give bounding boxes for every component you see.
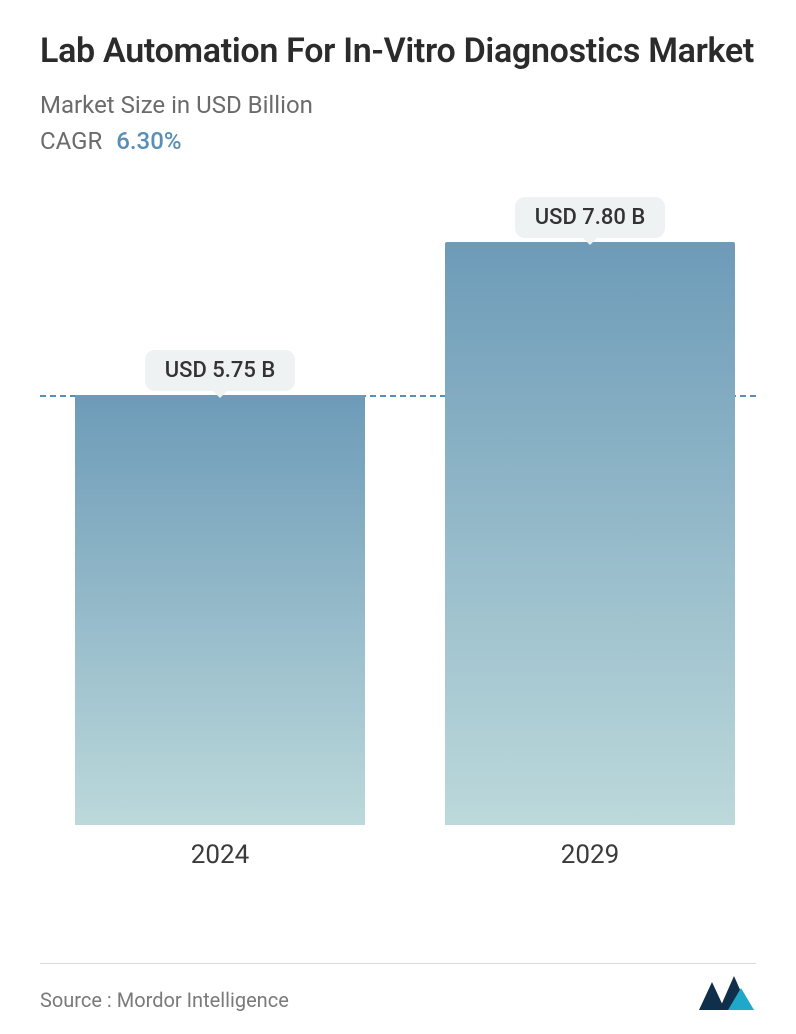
cagr-value: 6.30%: [116, 127, 181, 155]
chart-container: Lab Automation For In-Vitro Diagnostics …: [0, 0, 796, 1034]
footer: Source : Mordor Intelligence: [40, 974, 756, 1012]
mordor-logo-icon: [696, 974, 756, 1012]
bar-2029: [445, 242, 735, 825]
chart-title: Lab Automation For In-Vitro Diagnostics …: [40, 30, 756, 73]
cagr-row: CAGR 6.30%: [40, 127, 756, 155]
value-badge-2024: USD 5.75 B: [145, 350, 296, 391]
bar-wrap-2029: USD 7.80 B: [445, 197, 735, 825]
source-text: Source : Mordor Intelligence: [40, 988, 289, 1012]
x-label-2024: 2024: [191, 840, 249, 870]
chart-area: USD 5.75 B USD 7.80 B: [40, 185, 756, 825]
chart-subtitle: Market Size in USD Billion: [40, 91, 756, 119]
bar-wrap-2024: USD 5.75 B: [75, 350, 365, 825]
x-label-2029: 2029: [561, 840, 619, 870]
x-axis: 2024 2029: [40, 840, 756, 890]
footer-divider: [40, 963, 756, 964]
bar-2024: [75, 395, 365, 825]
cagr-label: CAGR: [40, 127, 102, 155]
value-badge-2029: USD 7.80 B: [515, 197, 666, 238]
